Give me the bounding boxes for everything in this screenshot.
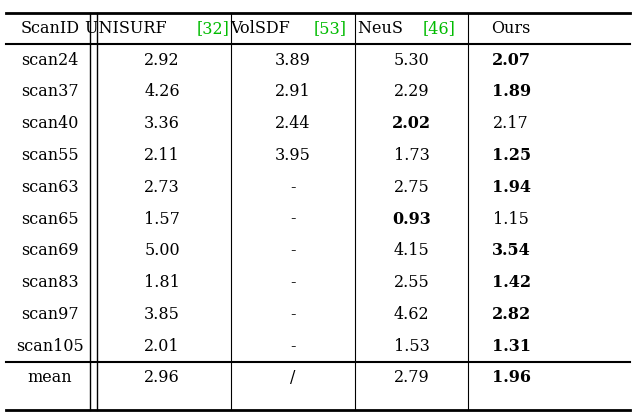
Text: 2.07: 2.07 [492,52,530,69]
Text: VolSDF: VolSDF [230,20,295,37]
Text: 5.30: 5.30 [394,52,429,69]
Text: 1.73: 1.73 [394,147,429,164]
Text: 1.81: 1.81 [144,274,180,291]
Text: 4.62: 4.62 [394,306,429,323]
Text: 3.36: 3.36 [144,115,180,132]
Text: scan24: scan24 [21,52,79,69]
Text: [53]: [53] [314,20,347,37]
Text: 2.96: 2.96 [144,370,180,386]
Text: 2.92: 2.92 [144,52,180,69]
Text: scan55: scan55 [21,147,79,164]
Text: ScanID: ScanID [20,20,80,37]
Text: 1.15: 1.15 [494,211,529,227]
Text: 1.53: 1.53 [394,338,429,354]
Text: 3.54: 3.54 [492,242,530,259]
Text: 2.02: 2.02 [392,115,431,132]
Text: 4.26: 4.26 [144,84,180,100]
Text: 1.94: 1.94 [492,179,530,196]
Text: -: - [290,179,296,196]
Text: 2.17: 2.17 [494,115,529,132]
Text: -: - [290,242,296,259]
Text: scan97: scan97 [21,306,79,323]
Text: -: - [290,211,296,227]
Text: scan40: scan40 [21,115,79,132]
Text: 1.31: 1.31 [492,338,530,354]
Text: [46]: [46] [422,20,455,37]
Text: 3.85: 3.85 [144,306,180,323]
Text: 2.73: 2.73 [144,179,180,196]
Text: scan105: scan105 [16,338,84,354]
Text: scan83: scan83 [21,274,79,291]
Text: scan63: scan63 [21,179,79,196]
Text: scan69: scan69 [21,242,79,259]
Text: 3.89: 3.89 [275,52,311,69]
Text: 1.25: 1.25 [492,147,531,164]
Text: 0.93: 0.93 [392,211,431,227]
Text: [32]: [32] [197,20,230,37]
Text: mean: mean [28,370,73,386]
Text: scan37: scan37 [21,84,79,100]
Text: 2.55: 2.55 [394,274,429,291]
Text: 1.96: 1.96 [492,370,530,386]
Text: 1.89: 1.89 [492,84,531,100]
Text: 4.15: 4.15 [394,242,429,259]
Text: -: - [290,338,296,354]
Text: -: - [290,306,296,323]
Text: 5.00: 5.00 [144,242,180,259]
Text: scan65: scan65 [21,211,79,227]
Text: 1.42: 1.42 [492,274,531,291]
Text: 3.95: 3.95 [275,147,311,164]
Text: 2.11: 2.11 [144,147,180,164]
Text: -: - [290,274,296,291]
Text: 2.79: 2.79 [394,370,429,386]
Text: 1.57: 1.57 [144,211,180,227]
Text: 2.44: 2.44 [275,115,311,132]
Text: Ours: Ours [492,20,531,37]
Text: 2.01: 2.01 [144,338,180,354]
Text: 2.91: 2.91 [275,84,311,100]
Text: 2.82: 2.82 [492,306,531,323]
Text: NeuS: NeuS [358,20,408,37]
Text: UNISURF: UNISURF [85,20,172,37]
Text: /: / [291,370,296,386]
Text: 2.29: 2.29 [394,84,429,100]
Text: 2.75: 2.75 [394,179,429,196]
